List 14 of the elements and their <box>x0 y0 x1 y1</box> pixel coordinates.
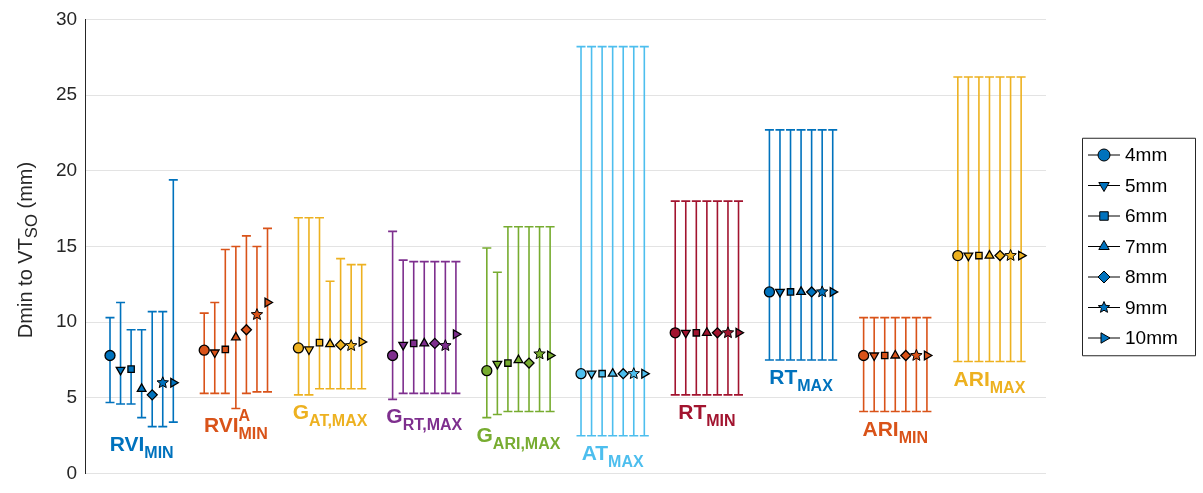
y-tick-label: 5 <box>66 386 78 408</box>
legend-label: 6mm <box>1125 205 1168 227</box>
y-tick-label: 25 <box>55 83 78 105</box>
legend-label: 4mm <box>1125 144 1168 166</box>
y-tick-label: 15 <box>55 234 78 256</box>
y-tick-label: 20 <box>55 159 78 181</box>
legend-label: 9mm <box>1125 296 1168 318</box>
y-tick-label: 0 <box>66 461 78 483</box>
legend-label: 10mm <box>1125 327 1178 349</box>
legend-label: 7mm <box>1125 235 1168 257</box>
y-tick-label: 30 <box>55 7 78 29</box>
legend-label: 5mm <box>1125 174 1168 196</box>
y-tick-label: 10 <box>55 310 78 332</box>
legend-label: 8mm <box>1125 266 1168 288</box>
